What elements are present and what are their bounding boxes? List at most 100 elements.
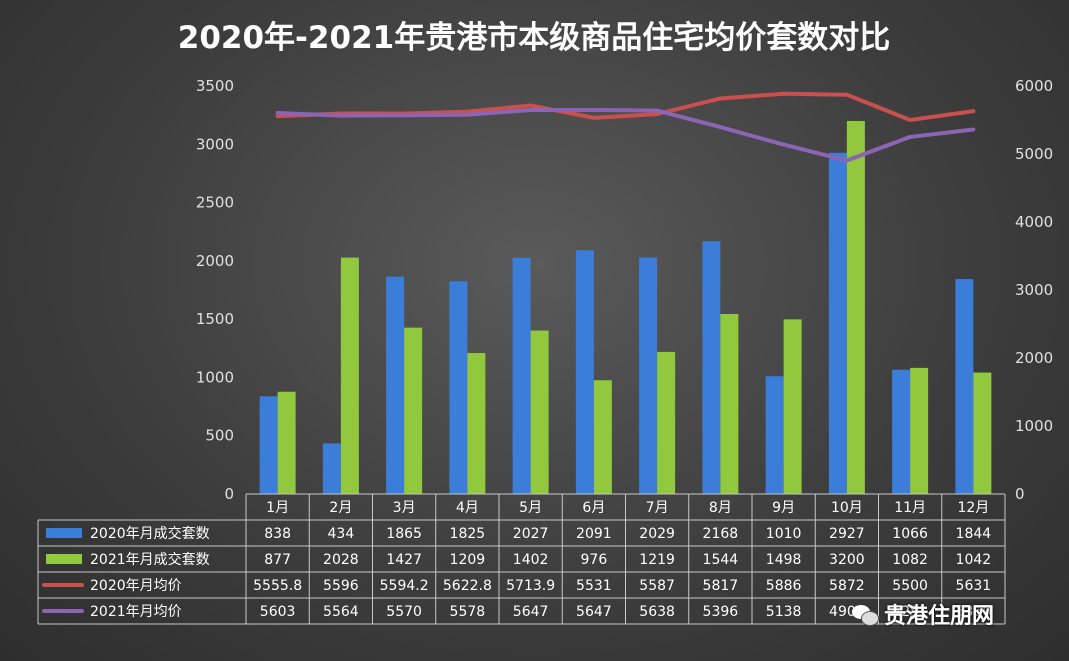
bar-series-2020: [386, 276, 405, 494]
data-label: 838: [264, 526, 291, 542]
bar-series-2020: [449, 281, 468, 494]
legend-label: 2020年月均价: [90, 578, 182, 594]
y-right-tick-label: 4000: [1015, 213, 1053, 231]
legend-label: 2020年月成交套数: [90, 525, 210, 542]
data-label: 1402: [513, 552, 549, 568]
data-label: 1082: [892, 552, 928, 568]
bar-series-2021: [846, 120, 865, 494]
x-tick-label: 4月: [456, 500, 479, 516]
line-price-2021: [275, 108, 976, 163]
x-tick-label: 2月: [329, 500, 352, 516]
data-label: 2027: [513, 526, 549, 542]
data-label: 2168: [703, 526, 739, 542]
data-label: 5578: [450, 604, 486, 620]
x-tick-label: 5月: [519, 500, 542, 516]
data-label: 434: [328, 526, 355, 542]
y-left-tick-label: 3500: [196, 77, 234, 95]
data-label: 1427: [386, 552, 422, 568]
data-label: 877: [264, 552, 291, 568]
bar-series-2021: [657, 351, 676, 494]
bar-series-2020: [259, 396, 278, 494]
data-label: 1042: [956, 552, 992, 568]
bar-series-2021: [340, 257, 359, 494]
y-left-tick-label: 1000: [196, 368, 234, 386]
y-left-tick-label: 3000: [196, 135, 234, 153]
bar-series-2021: [973, 372, 992, 494]
bar-series-2021: [593, 380, 612, 494]
data-label: 1219: [639, 552, 675, 568]
x-tick-label: 12月: [957, 500, 989, 516]
data-label: 1066: [892, 526, 928, 542]
x-tick-label: 8月: [709, 500, 732, 516]
data-label: 5570: [386, 604, 422, 620]
data-label: 2029: [639, 526, 675, 542]
data-label: 1865: [386, 526, 422, 542]
watermark: 贵港住朋网: [852, 598, 994, 630]
data-label: 5631: [956, 578, 992, 594]
data-label: 5817: [703, 578, 739, 594]
data-label: 2091: [576, 526, 612, 542]
data-label: 5564: [323, 604, 359, 620]
y-right-tick-label: 5000: [1015, 145, 1053, 163]
bar-series-2020: [322, 443, 341, 494]
axes: 0 500 1000 1500 2000 2500 3000 3500 0 1000 2000 300…: [196, 77, 1053, 503]
x-tick-label: 6月: [582, 500, 605, 516]
data-label: 5886: [766, 578, 802, 594]
bar-series-2020: [512, 257, 531, 494]
data-label: 5647: [513, 604, 549, 620]
data-label: 5638: [639, 604, 675, 620]
x-tick-label: 7月: [646, 500, 669, 516]
bars: [259, 120, 992, 495]
bar-series-2020: [639, 257, 658, 494]
data-label: 1209: [450, 552, 486, 568]
x-tick-label: 9月: [772, 500, 795, 516]
bar-series-2021: [277, 391, 296, 494]
bar-series-2021: [910, 367, 929, 494]
watermark-text: 贵港住朋网: [884, 604, 995, 629]
x-tick-label: 1月: [266, 500, 289, 516]
data-label: 5500: [892, 578, 928, 594]
data-label: 2927: [829, 526, 865, 542]
data-label: 5531: [576, 578, 612, 594]
legend-label: 2021年月均价: [90, 604, 182, 620]
data-label: 5713.9: [506, 578, 555, 594]
bar-series-2020: [765, 376, 784, 494]
data-label: 1498: [766, 552, 802, 568]
data-label: 5872: [829, 578, 865, 594]
y-right-tick-label: 0: [1015, 485, 1025, 503]
data-label: 5622.8: [443, 578, 492, 594]
lines: [275, 91, 976, 163]
bar-series-2020: [702, 241, 721, 494]
y-left-tick-label: 1500: [196, 310, 234, 328]
legend-label: 2021年月成交套数: [90, 551, 210, 568]
data-label: 5138: [766, 604, 802, 620]
data-label: 5603: [260, 604, 296, 620]
legend-swatch: [46, 554, 82, 564]
data-label: 5594.2: [380, 578, 429, 594]
bar-series-2021: [783, 319, 802, 494]
data-label: 5596: [323, 578, 359, 594]
data-label: 3200: [829, 552, 865, 568]
bar-series-2021: [467, 353, 486, 494]
data-label: 5251: [892, 604, 928, 620]
data-label: 5555.8: [253, 578, 302, 594]
data-label: 1825: [450, 526, 486, 542]
legend-swatch: [46, 528, 82, 538]
bar-series-2021: [720, 314, 739, 494]
bar-series-2020: [575, 250, 594, 494]
bar-series-2020: [955, 279, 974, 494]
data-table: 1月 2月 3月 4月 5月 6月 7月 8月 9月 10月 11月 12月 2020年月成交套数 838…: [37, 493, 1006, 625]
data-label: 1544: [703, 552, 739, 568]
data-label: 1844: [956, 526, 992, 542]
data-label: 5647: [576, 604, 612, 620]
data-label: 2028: [323, 552, 359, 568]
y-left-tick-label: 0: [224, 485, 234, 503]
x-tick-label: 3月: [393, 500, 416, 516]
y-right-tick-label: 3000: [1015, 281, 1053, 299]
y-left-tick-label: 2500: [196, 194, 234, 212]
data-label: 976: [581, 552, 608, 568]
bar-series-2020: [828, 152, 847, 495]
wechat-icon: [852, 603, 879, 626]
y-right-tick-label: 6000: [1015, 77, 1053, 95]
